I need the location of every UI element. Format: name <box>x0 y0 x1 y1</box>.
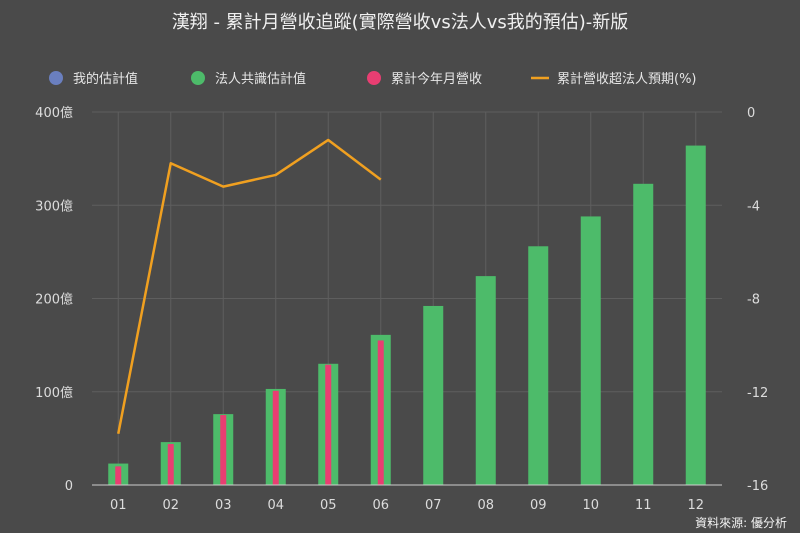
x-tick-09: 09 <box>530 498 547 513</box>
bar-consensus-09 <box>528 246 549 485</box>
actual-revenue-bars <box>115 340 384 485</box>
gridlines <box>92 111 722 486</box>
x-tick-04: 04 <box>267 498 284 513</box>
y-right-tick-0: -16 <box>747 479 768 494</box>
consensus-bars <box>108 145 706 486</box>
y-right-tick-2: -8 <box>747 293 760 308</box>
y-right-tick-1: -12 <box>747 386 768 401</box>
legend-label-2: 累計今年月營收 <box>391 71 482 87</box>
x-tick-02: 02 <box>162 498 179 513</box>
legend-marker-0 <box>49 71 63 85</box>
bar-consensus-11 <box>633 183 654 486</box>
y-right-tick-4: 0 <box>747 106 755 121</box>
legend-label-0: 我的估計值 <box>73 71 138 87</box>
chart-title: 漢翔 - 累計月營收追蹤(實際營收vs法人vs我的預估)-新版 <box>172 12 629 33</box>
bar-consensus-08 <box>475 276 496 485</box>
bar-actual-02 <box>167 443 174 485</box>
x-tick-05: 05 <box>320 498 337 513</box>
bar-consensus-07 <box>423 305 444 485</box>
y-left-tick-1: 100億 <box>35 385 73 401</box>
legend: 我的估計值 法人共識估計值 累計今年月營收 累計營收超法人預期(%) <box>49 71 697 87</box>
source-note: 資料來源: 優分析 <box>695 516 787 530</box>
x-axis: 01 02 03 04 05 06 07 08 09 10 11 12 <box>92 484 722 513</box>
x-tick-08: 08 <box>477 498 494 513</box>
bar-actual-01 <box>115 466 122 485</box>
y-right-tick-3: -4 <box>747 199 760 214</box>
legend-marker-1 <box>191 71 205 85</box>
y-left-tick-3: 300億 <box>35 198 73 214</box>
x-tick-11: 11 <box>635 498 652 513</box>
line-beat-percent <box>117 138 382 434</box>
legend-label-1: 法人共識估計值 <box>215 71 306 87</box>
bar-actual-06 <box>377 340 384 485</box>
x-tick-01: 01 <box>110 498 127 513</box>
y-axis-right: -16 -12 -8 -4 0 <box>747 106 768 494</box>
x-tick-07: 07 <box>425 498 442 513</box>
x-tick-12: 12 <box>687 498 704 513</box>
bar-actual-05 <box>325 364 332 485</box>
x-tick-03: 03 <box>215 498 232 513</box>
bar-actual-03 <box>220 415 227 485</box>
beat-percent-line <box>117 138 382 434</box>
legend-marker-2 <box>367 71 381 85</box>
y-axis-left: 0 100億 200億 300億 400億 <box>35 105 73 494</box>
bar-consensus-12 <box>685 145 706 485</box>
x-tick-06: 06 <box>372 498 389 513</box>
y-left-tick-0: 0 <box>65 479 73 494</box>
bar-actual-04 <box>272 390 279 485</box>
legend-label-3: 累計營收超法人預期(%) <box>557 71 697 87</box>
bar-consensus-10 <box>580 216 601 485</box>
x-tick-10: 10 <box>582 498 599 513</box>
y-left-tick-4: 400億 <box>35 105 73 121</box>
y-left-tick-2: 200億 <box>35 292 73 308</box>
